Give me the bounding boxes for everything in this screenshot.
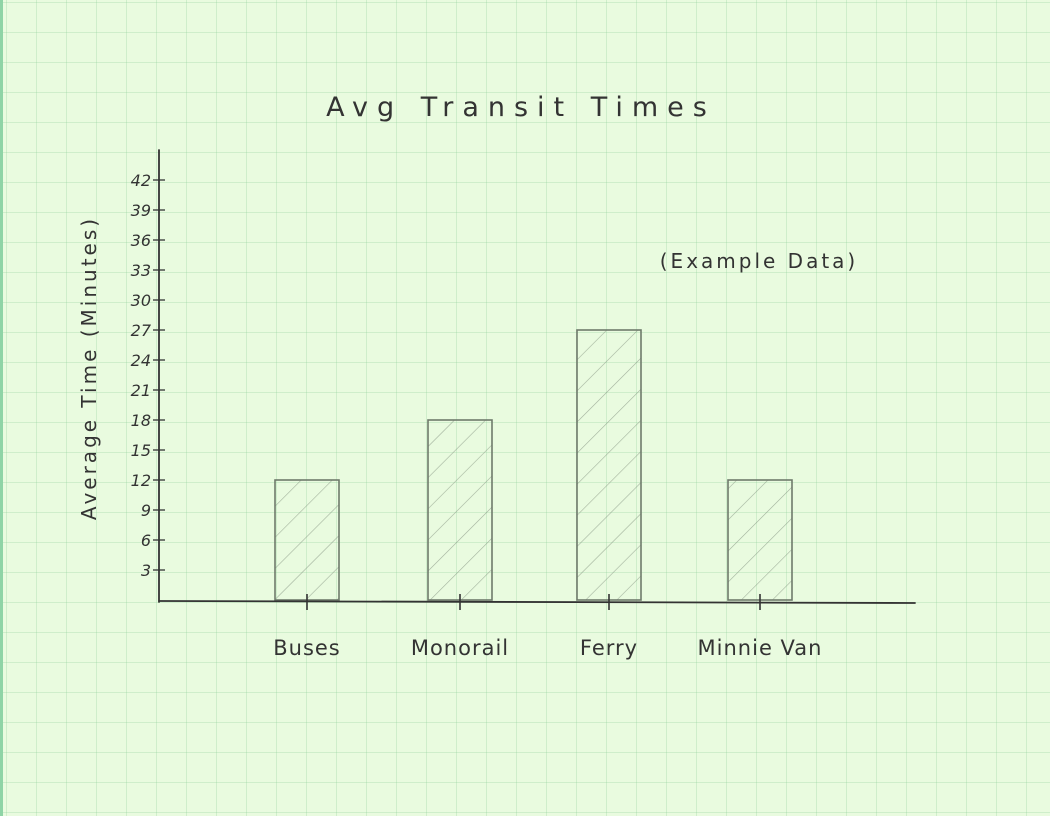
bar-chart: Avg Transit Times (Example Data) Average… bbox=[77, 92, 916, 660]
bar-ferry bbox=[576, 329, 642, 601]
y-tick-label: 33 bbox=[131, 261, 151, 280]
bar-buses bbox=[274, 479, 340, 601]
y-tick-label: 30 bbox=[131, 291, 151, 310]
x-axis-line bbox=[158, 600, 916, 604]
y-tick-label: 18 bbox=[131, 411, 151, 430]
x-ticks-layer: Buses Monorail Ferry Minnie Van bbox=[273, 594, 823, 660]
x-tick-label: Ferry bbox=[580, 636, 638, 660]
bar-rect bbox=[274, 479, 340, 601]
bar-rect bbox=[427, 419, 493, 601]
axes-layer bbox=[158, 149, 916, 604]
bar-minnie-van bbox=[727, 479, 793, 601]
y-tick-label: 27 bbox=[131, 321, 152, 340]
y-tick-label: 6 bbox=[141, 531, 151, 550]
bar-monorail bbox=[427, 419, 493, 601]
x-tick-label: Minnie Van bbox=[698, 636, 823, 660]
y-tick-label: 39 bbox=[131, 201, 151, 220]
y-tick-label: 9 bbox=[141, 501, 151, 520]
y-tick-label: 21 bbox=[131, 381, 151, 400]
chart-subtitle: (Example Data) bbox=[660, 249, 858, 273]
bar-rect bbox=[576, 329, 642, 601]
y-axis-label: Average Time (Minutes) bbox=[77, 216, 101, 520]
bar-rect bbox=[727, 479, 793, 601]
y-tick-label: 12 bbox=[131, 471, 151, 490]
x-tick-label: Monorail bbox=[411, 636, 509, 660]
y-tick-label: 15 bbox=[131, 441, 151, 460]
x-tick-label: Buses bbox=[273, 636, 341, 660]
y-tick-label: 24 bbox=[131, 351, 151, 370]
y-tick-label: 3 bbox=[141, 561, 151, 580]
chart-title: Avg Transit Times bbox=[326, 92, 716, 123]
y-tick-label: 36 bbox=[131, 231, 151, 250]
y-tick-label: 42 bbox=[131, 171, 151, 190]
bars-layer bbox=[274, 329, 793, 601]
